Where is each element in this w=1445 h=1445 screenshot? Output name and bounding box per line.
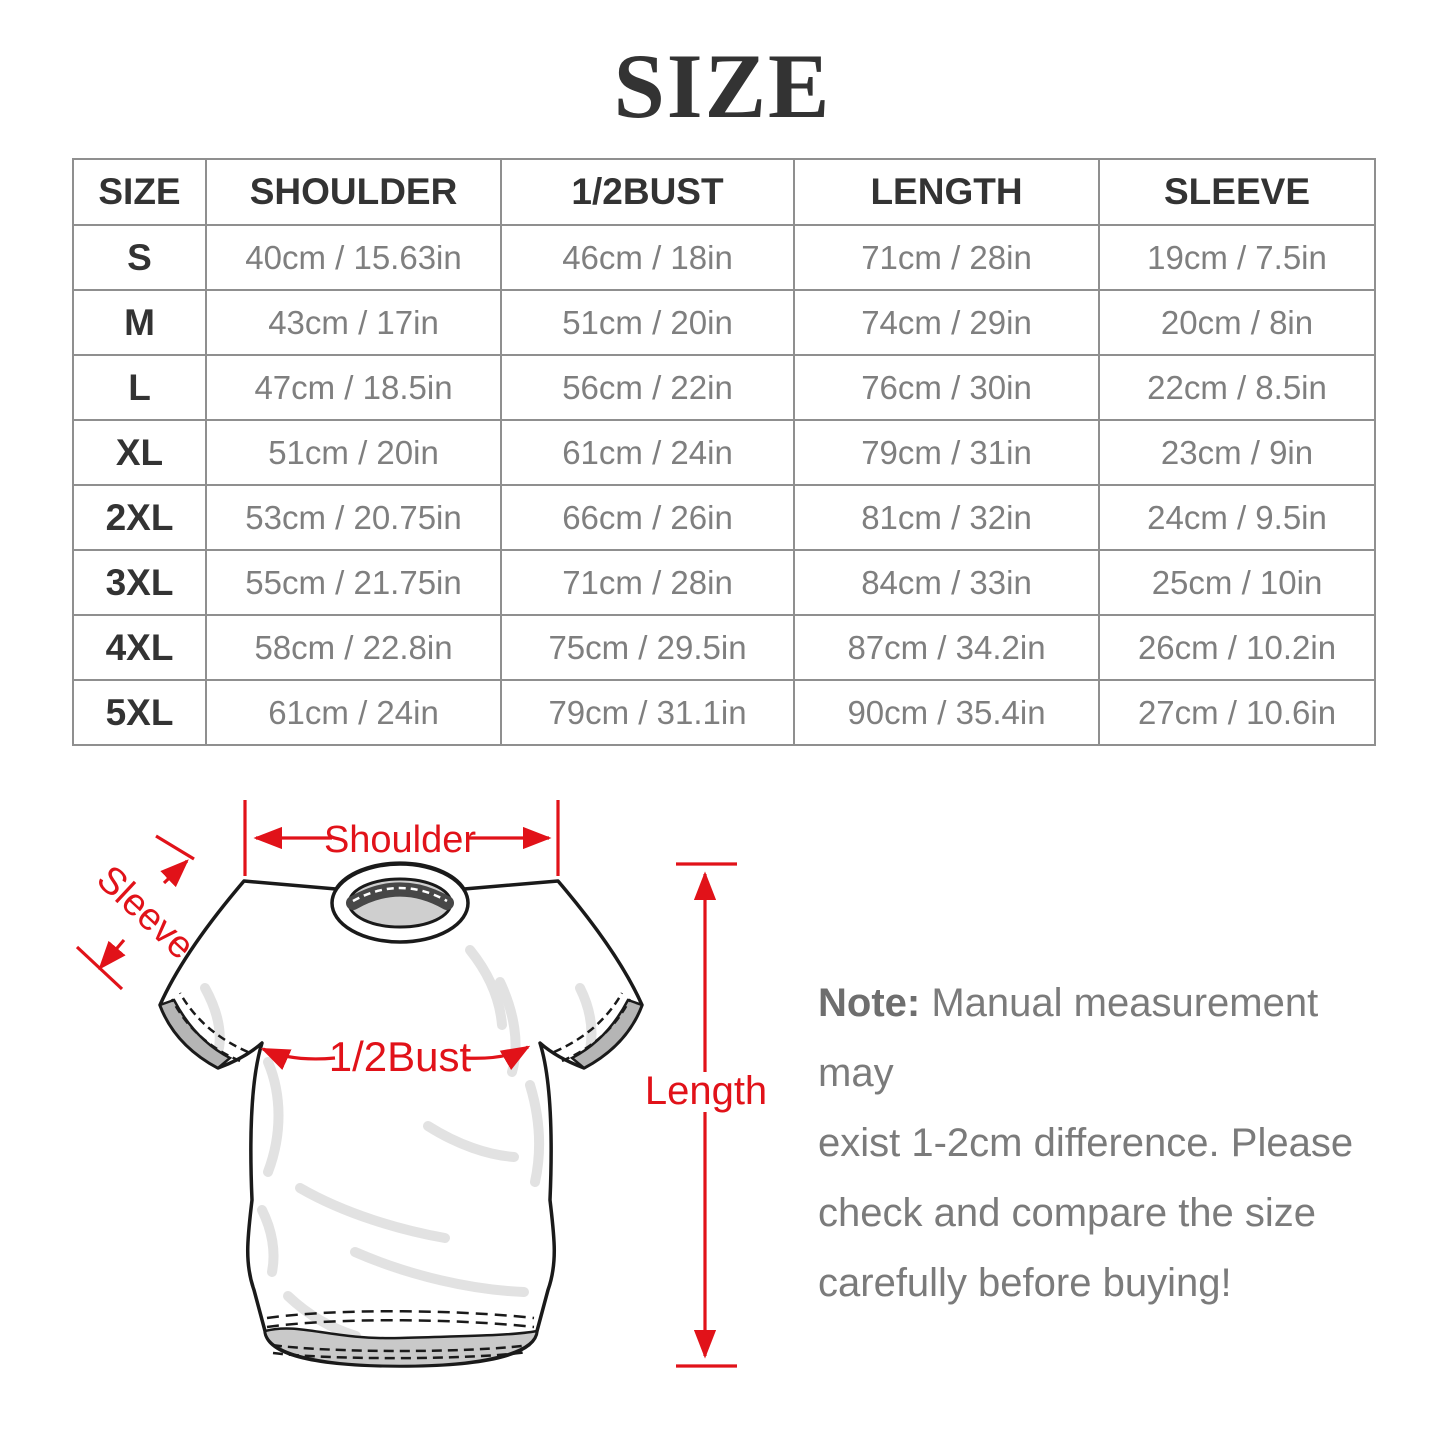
- measurement-cell: 74cm / 29in: [793, 289, 1100, 356]
- bust-arrow-left: [260, 1047, 336, 1070]
- sleeve-tick-lower: [75, 945, 124, 991]
- measurement-cell: 51cm / 20in: [500, 289, 795, 356]
- measurement-cell: 87cm / 34.2in: [793, 614, 1100, 681]
- measurement-cell: 58cm / 22.8in: [205, 614, 502, 681]
- measurement-cell: 75cm / 29.5in: [500, 614, 795, 681]
- bottom-hem: [263, 1309, 539, 1368]
- measurement-cell: 51cm / 20in: [205, 419, 502, 486]
- measurement-cell: 22cm / 8.5in: [1098, 354, 1376, 421]
- size-cell: 2XL: [72, 484, 207, 551]
- bust-arrow-right: [464, 1045, 531, 1070]
- size-cell: 5XL: [72, 679, 207, 746]
- column-header: SLEEVE: [1098, 158, 1376, 226]
- size-cell: L: [72, 354, 207, 421]
- tshirt-measurement-diagram: Shoulder Sleeve 1/2Bust Length: [75, 800, 767, 1368]
- bust-dimension: 1/2Bust: [260, 1033, 531, 1080]
- measurement-cell: 66cm / 26in: [500, 484, 795, 551]
- shoulder-dimension: Shoulder: [243, 800, 560, 876]
- measurement-cell: 20cm / 8in: [1098, 289, 1376, 356]
- table-row: M 43cm / 17in 51cm / 20in 74cm / 29in 20cm /…: [72, 289, 1376, 356]
- fabric-wrinkles: [200, 945, 597, 1341]
- column-header: 1/2BUST: [500, 158, 795, 226]
- size-table-body: S 40cm / 15.63in 46cm / 18in 71cm / 28in 19c…: [72, 224, 1376, 746]
- measurement-cell: 43cm / 17in: [205, 289, 502, 356]
- length-label: Length: [645, 1069, 767, 1113]
- table-row: 2XL 53cm / 20.75in 66cm / 26in 81cm / 32in 2…: [72, 484, 1376, 551]
- column-header: LENGTH: [793, 158, 1100, 226]
- note-text: Note: Manual measurement may exist 1-2cm…: [818, 968, 1398, 1318]
- size-cell: M: [72, 289, 207, 356]
- table-row: S 40cm / 15.63in 46cm / 18in 71cm / 28in 19c…: [72, 224, 1376, 291]
- note-line: carefully before buying!: [818, 1261, 1232, 1305]
- length-dimension: Length: [645, 862, 767, 1368]
- sleeve-dimension: Sleeve: [75, 834, 203, 991]
- measurement-cell: 24cm / 9.5in: [1098, 484, 1376, 551]
- measurement-cell: 47cm / 18.5in: [205, 354, 502, 421]
- header-row: SIZE SHOULDER 1/2BUST LENGTH SLEEVE: [72, 158, 1376, 226]
- measurement-cell: 27cm / 10.6in: [1098, 679, 1376, 746]
- size-table-header: SIZE SHOULDER 1/2BUST LENGTH SLEEVE: [72, 158, 1376, 226]
- size-table: SIZE SHOULDER 1/2BUST LENGTH SLEEVE S 40cm / …: [72, 158, 1376, 746]
- sleeve-label: Sleeve: [89, 858, 203, 968]
- page-title: SIZE: [613, 35, 832, 137]
- size-cell: 3XL: [72, 549, 207, 616]
- measurement-cell: 56cm / 22in: [500, 354, 795, 421]
- collar: [330, 862, 470, 944]
- size-cell: S: [72, 224, 207, 291]
- measurement-cell: 76cm / 30in: [793, 354, 1100, 421]
- measurement-cell: 26cm / 10.2in: [1098, 614, 1376, 681]
- measurement-cell: 84cm / 33in: [793, 549, 1100, 616]
- measurement-cell: 23cm / 9in: [1098, 419, 1376, 486]
- tshirt-illustration: [158, 861, 644, 1368]
- size-cell: 4XL: [72, 614, 207, 681]
- size-cell: XL: [72, 419, 207, 486]
- left-cuff: [158, 992, 249, 1070]
- note-line-1: Manual measurement may: [818, 981, 1319, 1095]
- note-line: check and compare the size: [818, 1191, 1317, 1235]
- right-cuff: [553, 992, 644, 1070]
- measurement-cell: 40cm / 15.63in: [205, 224, 502, 291]
- measurement-cell: 81cm / 32in: [793, 484, 1100, 551]
- measurement-cell: 19cm / 7.5in: [1098, 224, 1376, 291]
- table-row: 4XL 58cm / 22.8in 75cm / 29.5in 87cm / 34.2…: [72, 614, 1376, 681]
- shoulder-label: Shoulder: [324, 819, 476, 861]
- measurement-cell: 90cm / 35.4in: [793, 679, 1100, 746]
- measurement-cell: 61cm / 24in: [205, 679, 502, 746]
- note-line: exist 1-2cm difference. Please: [818, 1121, 1354, 1165]
- table-row: 3XL 55cm / 21.75in 71cm / 28in 84cm / 33in 2…: [72, 549, 1376, 616]
- table-row: 5XL 61cm / 24in 79cm / 31.1in 90cm / 35.4in…: [72, 679, 1376, 746]
- measurement-cell: 79cm / 31.1in: [500, 679, 795, 746]
- measurement-cell: 71cm / 28in: [500, 549, 795, 616]
- measurement-cell: 61cm / 24in: [500, 419, 795, 486]
- measurement-cell: 79cm / 31in: [793, 419, 1100, 486]
- measurement-cell: 71cm / 28in: [793, 224, 1100, 291]
- bust-label: 1/2Bust: [329, 1033, 472, 1080]
- sleeve-arrow-lower: [98, 938, 126, 970]
- sleeve-arrow-upper: [160, 859, 189, 888]
- column-header: SIZE: [72, 158, 207, 226]
- note-prefix: Note:: [818, 981, 921, 1025]
- table-row: XL 51cm / 20in 61cm / 24in 79cm / 31in 23cm …: [72, 419, 1376, 486]
- measurement-cell: 46cm / 18in: [500, 224, 795, 291]
- column-header: SHOULDER: [205, 158, 502, 226]
- sleeve-tick-upper: [155, 834, 195, 861]
- note-line: Note: Manual measurement may: [818, 968, 1398, 1108]
- measurement-cell: 55cm / 21.75in: [205, 549, 502, 616]
- measurement-cell: 53cm / 20.75in: [205, 484, 502, 551]
- table-row: L 47cm / 18.5in 56cm / 22in 76cm / 30in 22cm…: [72, 354, 1376, 421]
- measurement-cell: 25cm / 10in: [1098, 549, 1376, 616]
